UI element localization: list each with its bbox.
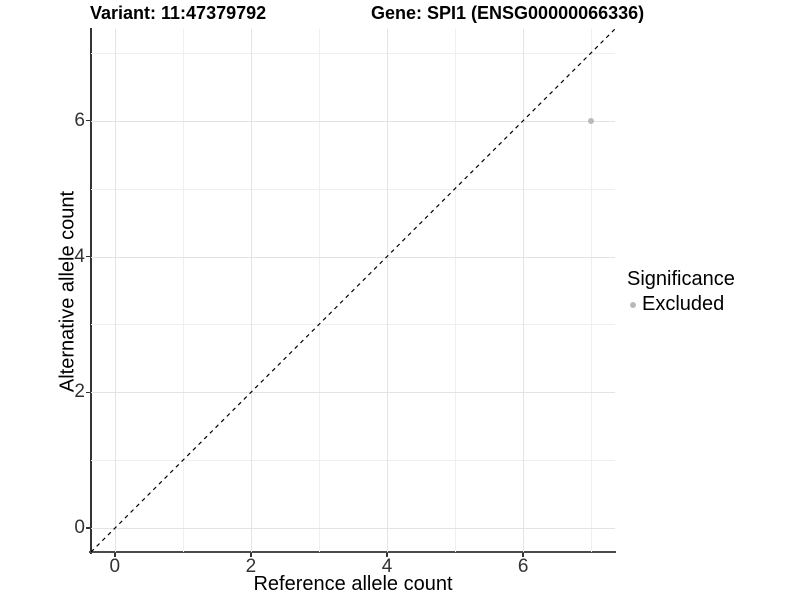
y-tick-mark [86,119,90,122]
x-tick-label: 2 [245,556,257,577]
excluded-point-swatch [630,301,636,308]
major-gridline-vertical [387,29,389,552]
y-tick-mark [86,391,90,394]
y-tick-mark [86,255,90,258]
minor-gridline-vertical [591,29,593,552]
minor-gridline-horizontal [91,460,615,462]
minor-gridline-vertical [455,29,457,552]
minor-gridline-vertical [318,29,320,552]
major-gridline-horizontal [91,528,615,530]
legend: Significance Excluded [627,268,735,316]
x-axis-line [89,551,616,553]
y-axis-title: Alternative allele count [56,190,79,393]
variant-title: Variant: 11:47379792 [90,3,267,23]
minor-gridline-horizontal [91,324,615,326]
major-gridline-horizontal [91,256,615,258]
major-gridline-horizontal [91,120,615,122]
minor-gridline-horizontal [91,188,615,190]
legend-entry-label: Excluded [642,293,725,315]
x-tick-label: 0 [109,556,121,577]
x-tick-mark [386,553,388,557]
major-gridline-vertical [523,29,525,552]
y-axis-line [90,28,92,554]
legend-entry-excluded: Excluded [627,293,735,316]
x-tick-label: 4 [381,556,393,577]
y-tick-label: 2 [74,381,85,403]
y-tick-label: 6 [74,109,85,131]
x-tick-mark [250,553,252,557]
x-tick-mark [114,553,116,557]
minor-gridline-vertical [182,29,184,552]
identity-dashed-line [91,29,615,552]
major-gridline-horizontal [91,392,615,394]
major-gridline-vertical [114,29,116,552]
x-axis-title: Reference allele count [253,573,453,595]
legend-title: Significance [627,268,735,290]
identity-line-layer [91,29,615,552]
y-tick-mark [86,527,90,529]
y-tick-label: 0 [74,517,85,539]
minor-gridline-horizontal [91,52,615,54]
gene-title: Gene: SPI1 (ENSG00000066336) [371,3,645,23]
x-tick-mark [522,553,524,557]
data-point-excluded [588,117,595,124]
y-tick-label: 4 [74,245,85,267]
x-tick-label: 6 [517,556,529,577]
major-gridline-vertical [250,29,252,552]
